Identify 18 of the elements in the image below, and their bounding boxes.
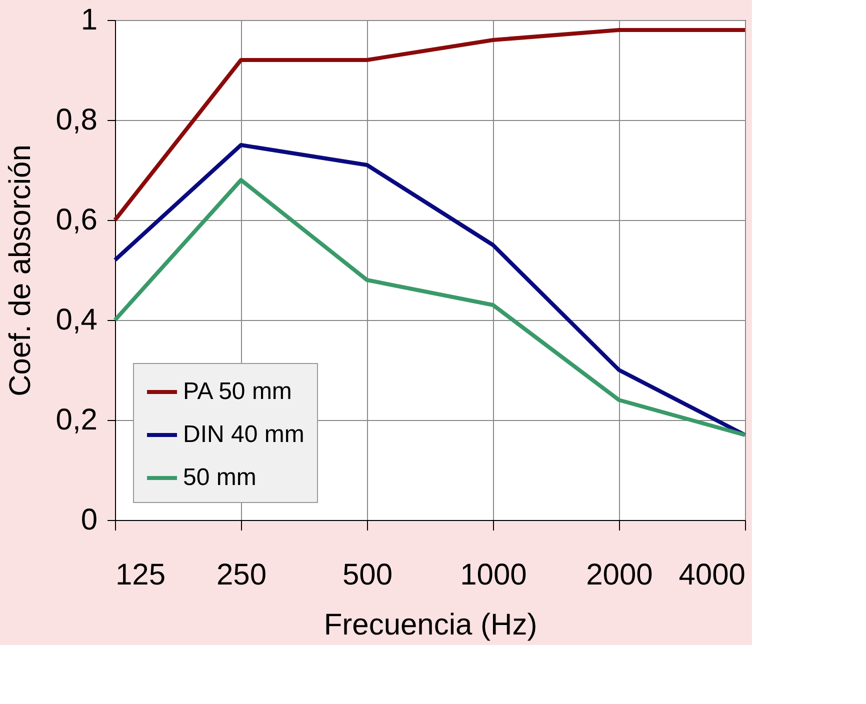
y-tick-label: 1: [80, 4, 98, 36]
x-tick-label: 2000: [586, 558, 653, 592]
x-tick-label: 4000: [678, 558, 746, 592]
x-tick-label: 1000: [460, 558, 527, 592]
y-tick-label: 0: [80, 504, 98, 536]
x-tick-label: 125: [116, 558, 166, 592]
legend-label: DIN 40 mm: [183, 421, 304, 448]
x-tick-label: 500: [342, 558, 393, 592]
y-axis-title: Coef. de absorción: [4, 144, 37, 396]
x-tick-label: 250: [216, 558, 267, 592]
y-tick-label: 0,8: [56, 104, 98, 136]
x-axis-title: Frecuencia (Hz): [324, 608, 538, 642]
legend-label: 50 mm: [183, 464, 256, 491]
y-tick-label: 0,6: [56, 204, 98, 236]
line-series: [113, 28, 747, 222]
y-tick-label: 0,2: [56, 404, 98, 436]
legend-label: PA 50 mm: [183, 378, 292, 405]
y-tick-label: 0,4: [56, 304, 98, 336]
